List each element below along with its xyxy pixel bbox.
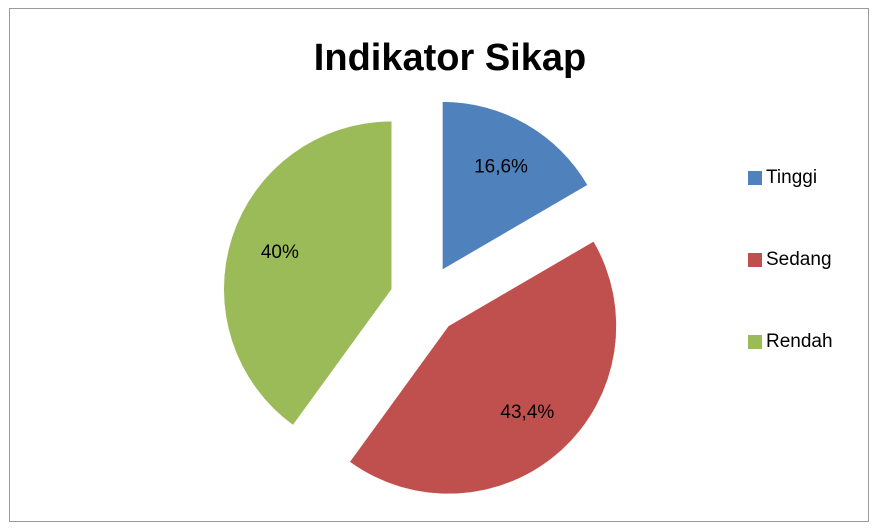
data-label: 43,4% <box>500 402 554 423</box>
pie-slice <box>349 241 617 495</box>
legend-label: Tinggi <box>766 167 817 188</box>
data-label: 40% <box>261 242 299 263</box>
legend-label: Sedang <box>766 249 832 270</box>
legend-swatch <box>748 171 762 185</box>
chart-title: Indikator Sikap <box>314 37 586 79</box>
legend-swatch <box>748 335 762 349</box>
data-label: 16,6% <box>474 157 528 178</box>
legend-swatch <box>748 253 762 267</box>
pie-slice <box>442 101 588 271</box>
legend-label: Rendah <box>766 331 833 352</box>
pie-slice <box>223 120 392 426</box>
